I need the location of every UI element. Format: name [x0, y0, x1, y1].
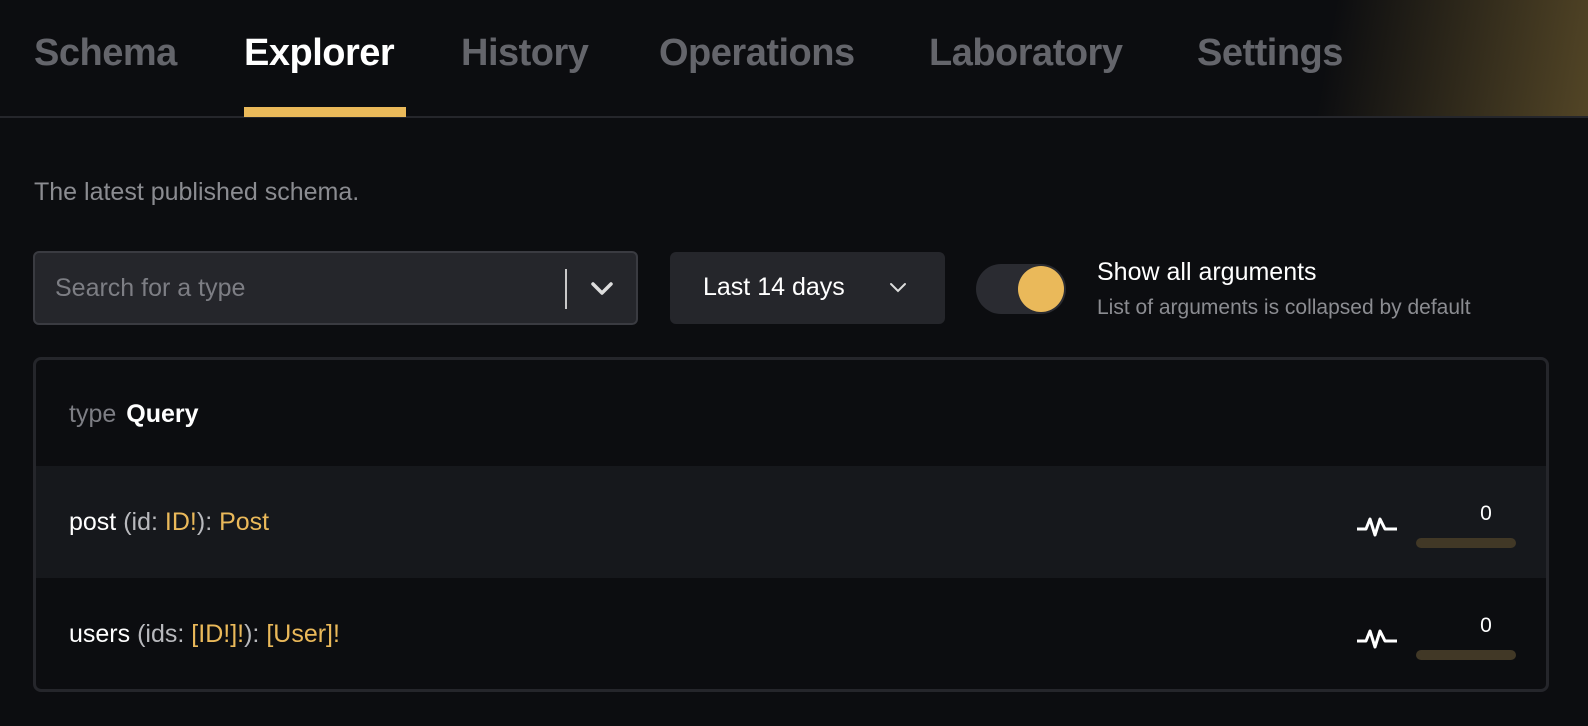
search-input[interactable] — [55, 273, 555, 303]
divider — [565, 269, 567, 309]
field-row: post (id: ID!): Post 0 — [36, 466, 1546, 578]
tab-operations[interactable]: Operations — [659, 32, 855, 74]
field-name[interactable]: users — [69, 620, 131, 648]
show-arguments-toggle[interactable] — [976, 264, 1066, 314]
field-name[interactable]: post — [69, 508, 117, 536]
header-glow — [1268, 0, 1588, 118]
punct: ( — [116, 508, 132, 536]
pulse-icon — [1357, 517, 1397, 537]
punct: ): — [196, 508, 220, 536]
toggle-sublabel: List of arguments is collapsed by defaul… — [1097, 296, 1471, 319]
date-range-label: Last 14 days — [703, 273, 845, 301]
usage-count: 0 — [1480, 502, 1492, 525]
return-type[interactable]: [User]! — [266, 620, 340, 648]
arg-type[interactable]: ID! — [164, 508, 197, 536]
type-name[interactable]: Query — [126, 400, 199, 428]
arg-name: id — [131, 508, 152, 536]
date-range-select[interactable]: Last 14 days — [670, 252, 945, 324]
tab-settings[interactable]: Settings — [1197, 32, 1343, 74]
usage-bar — [1416, 538, 1516, 548]
tab-schema[interactable]: Schema — [34, 32, 177, 74]
type-panel: type Query post (id: ID!): Post 0 users (… — [33, 357, 1549, 692]
tab-explorer[interactable]: Explorer — [244, 32, 395, 74]
type-search — [33, 251, 638, 325]
tab-history[interactable]: History — [461, 32, 589, 74]
toggle-knob — [1018, 266, 1064, 312]
chevron-down-icon[interactable] — [587, 273, 617, 303]
toggle-label: Show all arguments — [1097, 258, 1317, 286]
type-keyword: type — [69, 400, 117, 428]
arg-type[interactable]: [ID!]! — [191, 620, 245, 648]
punct: : — [177, 620, 192, 648]
usage-bar — [1416, 650, 1516, 660]
usage-count: 0 — [1480, 614, 1492, 637]
tab-bar: Schema Explorer History Operations Labor… — [0, 0, 1588, 118]
punct: ( — [130, 620, 146, 648]
pulse-icon — [1357, 629, 1397, 649]
type-header: type Query — [36, 360, 1546, 466]
field-row: users (ids: [ID!]!): [User]! 0 — [36, 578, 1546, 689]
punct: : — [151, 508, 165, 536]
page-description: The latest published schema. — [34, 178, 360, 206]
return-type[interactable]: Post — [219, 508, 270, 536]
punct: ): — [244, 620, 267, 648]
tab-laboratory[interactable]: Laboratory — [929, 32, 1123, 74]
arg-name: ids — [145, 620, 178, 648]
active-tab-indicator — [244, 107, 406, 117]
chevron-down-icon — [890, 283, 906, 293]
